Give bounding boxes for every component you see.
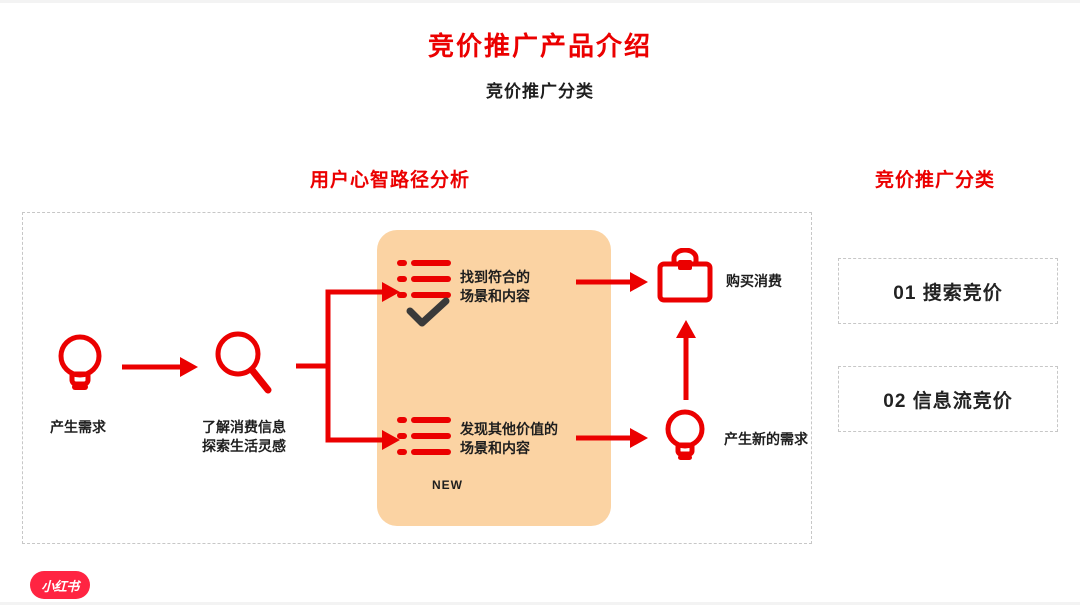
lightbulb-icon	[52, 332, 108, 396]
right-options: 01 搜索竞价 02 信息流竞价	[838, 258, 1058, 432]
node-produce-demand	[52, 332, 108, 396]
arrow-n3b-n4b	[574, 426, 650, 450]
node-discover-line2: 场景和内容	[460, 440, 530, 456]
node-new-demand-label: 产生新的需求	[724, 430, 808, 449]
shopping-bag-icon	[654, 248, 716, 306]
lightbulb-outline-icon	[660, 408, 710, 466]
node-new-demand	[660, 408, 710, 466]
sub-title: 竞价推广分类	[0, 77, 1080, 102]
node-discover-value	[396, 412, 452, 466]
arrow-n1-n2	[120, 355, 200, 379]
node-explore-label: 了解消费信息 探索生活灵感	[202, 418, 286, 456]
header: 竞价推广产品介绍 竞价推广分类	[0, 0, 1080, 102]
node-purchase	[654, 248, 716, 306]
node-purchase-label: 购买消费	[726, 272, 782, 291]
main-title: 竞价推广产品介绍	[0, 26, 1080, 63]
new-tag: NEW	[432, 478, 463, 492]
node-produce-demand-label: 产生需求	[50, 418, 106, 437]
list-check-icon	[396, 255, 452, 327]
list-icon	[396, 412, 452, 466]
node-explore-line2: 探索生活灵感	[202, 438, 286, 454]
left-section-label: 用户心智路径分析	[310, 165, 470, 192]
node-match-line2: 场景和内容	[460, 288, 530, 304]
top-edge-divider	[0, 0, 1080, 3]
right-section-label: 竞价推广分类	[875, 165, 995, 192]
node-explore	[212, 328, 274, 396]
node-match-content-label: 找到符合的 场景和内容	[460, 268, 530, 306]
node-match-line1: 找到符合的	[460, 269, 530, 285]
arrow-n3a-n4a	[574, 270, 650, 294]
node-discover-line1: 发现其他价值的	[460, 421, 558, 437]
logo-text: 小红书	[41, 576, 79, 595]
option-search-bidding: 01 搜索竞价	[838, 258, 1058, 324]
node-discover-value-label: 发现其他价值的 场景和内容	[460, 420, 558, 458]
xiaohongshu-logo: 小红书	[30, 571, 90, 599]
node-match-content	[396, 255, 452, 327]
option-2-label: 02 信息流竞价	[883, 386, 1012, 413]
arrow-n4b-n4a	[674, 316, 698, 402]
option-feed-bidding: 02 信息流竞价	[838, 366, 1058, 432]
magnifier-icon	[212, 328, 274, 396]
branch-arrows	[296, 278, 406, 458]
option-1-label: 01 搜索竞价	[893, 278, 1002, 305]
node-explore-line1: 了解消费信息	[202, 419, 286, 435]
